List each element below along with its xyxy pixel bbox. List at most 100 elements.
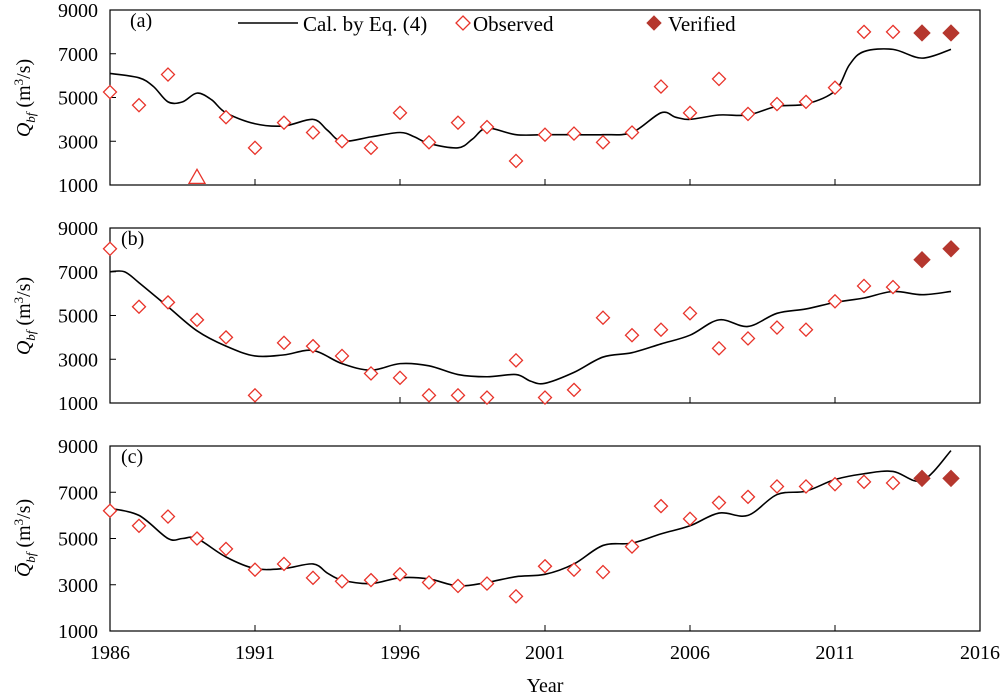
panel-c-ytick-label: 7000 <box>58 482 98 504</box>
panel-c-observed-point <box>189 531 205 546</box>
panel-b-observed-point <box>769 320 785 335</box>
panel-b-observed-point <box>479 390 495 405</box>
panel-b-observed-point <box>566 382 582 398</box>
panel-a-verified-point <box>942 24 960 42</box>
panel-b-ytick-label: 3000 <box>58 349 98 371</box>
panel-b-observed-point <box>711 340 727 356</box>
panel-b-observed-point <box>798 322 814 338</box>
panel-b-ytick-label: 1000 <box>58 393 98 415</box>
panel-a-observed-point <box>334 133 350 149</box>
panel-b-observed-point <box>131 299 147 315</box>
panel-c-observed-point <box>827 476 843 492</box>
panel-a-observed-point <box>740 106 756 122</box>
panel-a-observed-point <box>160 67 176 82</box>
panel-b-calculated-line <box>109 270 952 385</box>
panel-a-ylabel: Qbf (m3/s) <box>11 59 38 137</box>
panel-b-observed-point <box>682 305 698 321</box>
panel-c-observed-point <box>450 578 466 594</box>
panel-a-observed-point <box>885 24 901 40</box>
panel-b-observed-point <box>276 335 292 351</box>
panel-c-verified-point <box>913 469 931 488</box>
panel-b-observed-point <box>537 390 553 405</box>
panel-a-observed-point <box>653 79 669 94</box>
panel-a-observed-point <box>247 140 263 156</box>
panel-c-observed-point <box>885 475 901 491</box>
panel-a-observed-point <box>421 134 437 150</box>
panel-a-observed-point <box>363 140 379 156</box>
panel-c-observed-point <box>624 539 640 555</box>
panel-b-verified-point <box>913 251 931 269</box>
panel-b-observed-point <box>218 329 234 345</box>
panel-b-observed-point <box>885 279 901 295</box>
panel-c-observed-point <box>131 518 147 534</box>
panel-c-ytick-label: 3000 <box>58 575 98 597</box>
panel-c-ylabel: Q̄bf (m3/s) <box>11 499 38 577</box>
panel-c-ytick-label: 5000 <box>58 529 98 551</box>
panel-b-observed-point <box>595 310 611 326</box>
x-tick-label: 2001 <box>525 642 565 664</box>
panel-c-observed-point <box>711 495 727 511</box>
legend-calculated-label: Cal. by Eq. (4) <box>303 12 427 36</box>
panel-c-observed-point <box>305 570 321 586</box>
x-tick-label: 2011 <box>815 642 854 664</box>
legend-observed-diamond <box>455 15 471 31</box>
panel-a-ytick-label: 7000 <box>58 44 98 66</box>
panel-c-observed-point <box>537 558 553 574</box>
panel-c-observed-point <box>682 511 698 527</box>
panel-a-ytick-label: 3000 <box>58 131 98 153</box>
legend-verified-diamond <box>646 15 662 31</box>
panel-a-observed-point <box>798 94 814 110</box>
panel-c-observed-point <box>508 588 524 604</box>
panel-b-observed-point <box>189 312 205 328</box>
panel-b-observed-point <box>392 370 408 386</box>
panel-c-observed-point <box>798 479 814 494</box>
panel-b-observed-point <box>856 278 872 294</box>
panel-c-observed-point <box>740 489 756 505</box>
panel-b-observed-point <box>305 338 321 354</box>
panel-c-observed-point <box>247 562 263 578</box>
panel-a-label: (a) <box>130 10 152 32</box>
panel-b-observed-point <box>624 327 640 343</box>
panel-c-observed-point <box>102 503 118 519</box>
panel-b-ytick-label: 7000 <box>58 262 98 284</box>
panel-b-label: (b) <box>121 228 144 250</box>
legend-verified-label: Verified <box>668 12 736 36</box>
panel-a-observed-point <box>392 105 408 121</box>
panel-c-observed-point <box>653 498 669 514</box>
x-tick-label: 1996 <box>380 642 420 664</box>
panel-c-observed-point <box>218 541 234 557</box>
x-tick-label: 1986 <box>90 642 130 664</box>
panel-a-observed-point <box>508 153 524 169</box>
panel-b-observed-point <box>421 387 437 403</box>
panel-a-observed-point <box>624 125 640 140</box>
panel-c-frame <box>109 445 981 632</box>
panel-b-observed-point <box>508 352 524 368</box>
panel-c-verified-point <box>942 469 960 488</box>
panel-c-observed-point <box>421 575 437 590</box>
panel-c-observed-point <box>392 566 408 582</box>
panel-b-observed-point <box>334 348 350 364</box>
x-tick-label: 2006 <box>670 642 710 664</box>
panel-a-outlier-triangle <box>187 168 207 184</box>
x-axis-title: Year <box>527 675 564 695</box>
panel-a-calculated-line <box>109 48 952 149</box>
panel-a-observed-point <box>537 127 553 143</box>
panel-b-verified-point <box>942 240 960 258</box>
panel-c-calculated-line <box>109 450 952 587</box>
panel-b-ytick-label: 9000 <box>58 218 98 240</box>
panel-c-observed-point <box>276 556 292 572</box>
panel-b-observed-point <box>450 387 466 403</box>
panel-b-ytick-label: 5000 <box>58 306 98 328</box>
panel-c-observed-point <box>769 479 785 494</box>
legend-observed-label: Observed <box>473 12 554 36</box>
panel-b-observed-point <box>363 366 379 381</box>
panel-a-observed-point <box>218 109 234 125</box>
panel-c-ytick-label: 1000 <box>58 621 98 643</box>
panel-b-ylabel: Qbf (m3/s) <box>11 277 38 355</box>
panel-a-observed-point <box>102 84 118 100</box>
panel-c-observed-point <box>334 573 350 589</box>
panel-b-observed-point <box>653 322 669 338</box>
panel-a-verified-point <box>913 24 931 42</box>
panel-a-observed-point <box>566 126 582 142</box>
